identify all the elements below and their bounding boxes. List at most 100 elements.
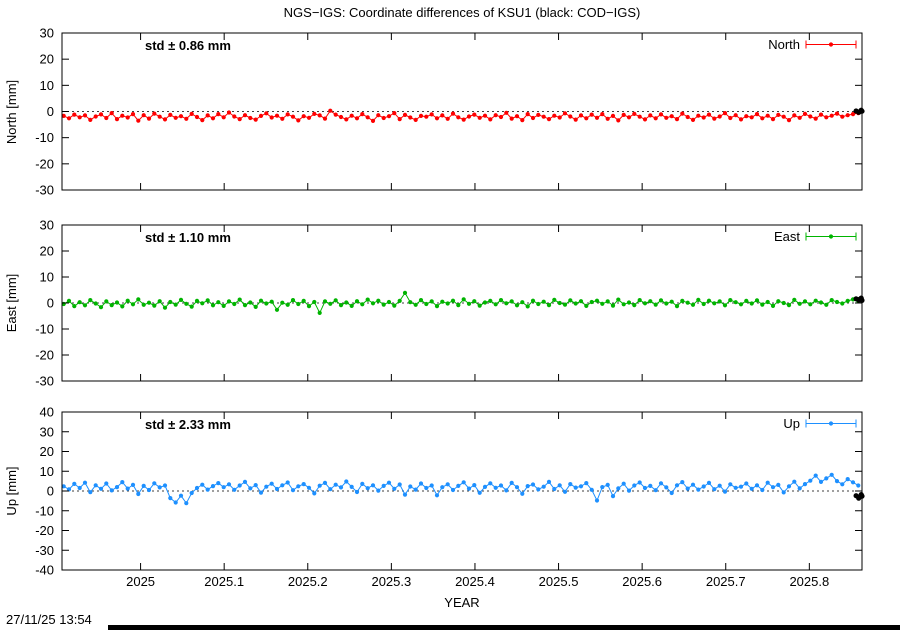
y-tick-label: -30	[35, 183, 54, 198]
data-point	[221, 303, 226, 308]
data-point	[296, 118, 301, 123]
y-tick-label: -20	[35, 348, 54, 363]
data-point	[648, 113, 653, 118]
data-point	[685, 114, 690, 120]
data-point	[317, 113, 322, 118]
data-point	[189, 304, 194, 309]
data-point	[509, 116, 514, 121]
data-point	[205, 298, 210, 303]
data-point	[552, 297, 557, 302]
data-point	[605, 299, 610, 304]
data-point	[680, 111, 685, 116]
data-point	[706, 480, 712, 485]
data-point	[610, 113, 616, 118]
data-point	[440, 113, 445, 118]
data-point	[269, 115, 274, 120]
data-point	[493, 302, 498, 307]
data-point	[770, 485, 776, 490]
y-tick-label: 30	[40, 424, 54, 439]
data-point	[146, 116, 152, 121]
data-point	[781, 114, 786, 119]
y-axis-label-east: East [mm]	[4, 274, 19, 333]
data-point	[824, 302, 829, 307]
data-point	[541, 114, 546, 119]
timestamp: 27/11/25 13:54	[6, 612, 92, 627]
data-point	[194, 298, 200, 303]
x-tick-label: 2025.3	[371, 574, 411, 589]
data-point	[306, 485, 312, 490]
std-label: std ± 1.10 mm	[145, 230, 231, 245]
data-point	[162, 483, 168, 488]
data-point	[440, 299, 445, 304]
data-point	[696, 297, 701, 302]
data-point	[600, 112, 605, 117]
data-point	[280, 483, 285, 488]
panel-up: -40 -30 -20 -10 0 10 20 30 40 2025 2025.1 2025.2 202…	[35, 405, 865, 589]
plot-area: -30 -20 -10 0 10 20 30 std ± 0.86 mm North -30 -20…	[35, 26, 865, 589]
data-point	[477, 490, 482, 495]
data-point	[429, 112, 434, 117]
data-point	[610, 494, 616, 499]
data-point	[514, 114, 520, 119]
data-point	[98, 112, 104, 117]
data-point	[525, 484, 530, 489]
data-point	[88, 490, 93, 495]
data-point	[605, 482, 610, 487]
data-point	[520, 491, 525, 496]
data-point	[258, 298, 264, 303]
data-point	[418, 298, 424, 303]
data-point	[488, 117, 493, 122]
data-point	[850, 480, 856, 485]
data-point	[456, 303, 461, 308]
data-point	[290, 114, 296, 119]
data-point	[173, 500, 178, 505]
data-point	[386, 114, 392, 119]
data-point	[664, 301, 669, 306]
data-point	[189, 111, 194, 116]
data-point	[456, 483, 461, 488]
y-tick-label: -30	[35, 374, 54, 389]
data-point	[269, 481, 274, 486]
legend-label: North	[768, 37, 800, 52]
data-point	[728, 482, 733, 487]
data-point	[66, 116, 72, 121]
data-point	[525, 112, 530, 117]
x-tick-label: 2025.2	[288, 574, 328, 589]
data-point	[637, 298, 642, 303]
data-point	[461, 480, 466, 485]
data-point	[754, 298, 760, 303]
data-point	[413, 487, 418, 492]
data-point	[818, 300, 824, 305]
data-point	[450, 298, 456, 303]
data-point	[66, 487, 72, 492]
data-point	[226, 482, 232, 487]
data-point	[258, 490, 264, 495]
y-tick-label: 20	[40, 244, 54, 259]
data-point	[306, 115, 312, 120]
data-point	[706, 298, 712, 303]
data-point	[594, 298, 600, 303]
data-point	[450, 487, 456, 493]
data-point	[856, 483, 861, 488]
data-point	[696, 487, 701, 492]
data-point	[93, 301, 98, 306]
data-point	[152, 111, 157, 116]
data-point	[109, 488, 114, 493]
data-point	[728, 298, 733, 303]
data-point	[525, 304, 530, 309]
data-point	[754, 483, 760, 488]
data-point	[626, 488, 632, 493]
data-point	[130, 302, 136, 307]
data-point	[301, 482, 306, 487]
legend-sample-point	[828, 421, 834, 426]
data-point	[72, 112, 77, 117]
data-point	[786, 118, 792, 123]
y-tick-label: 20	[40, 52, 54, 67]
data-point	[152, 303, 157, 308]
data-point	[424, 114, 429, 119]
data-point	[392, 303, 397, 308]
data-point	[744, 298, 749, 303]
data-point	[568, 482, 573, 487]
x-tick-label: 2025	[126, 574, 155, 589]
data-point	[221, 485, 226, 490]
